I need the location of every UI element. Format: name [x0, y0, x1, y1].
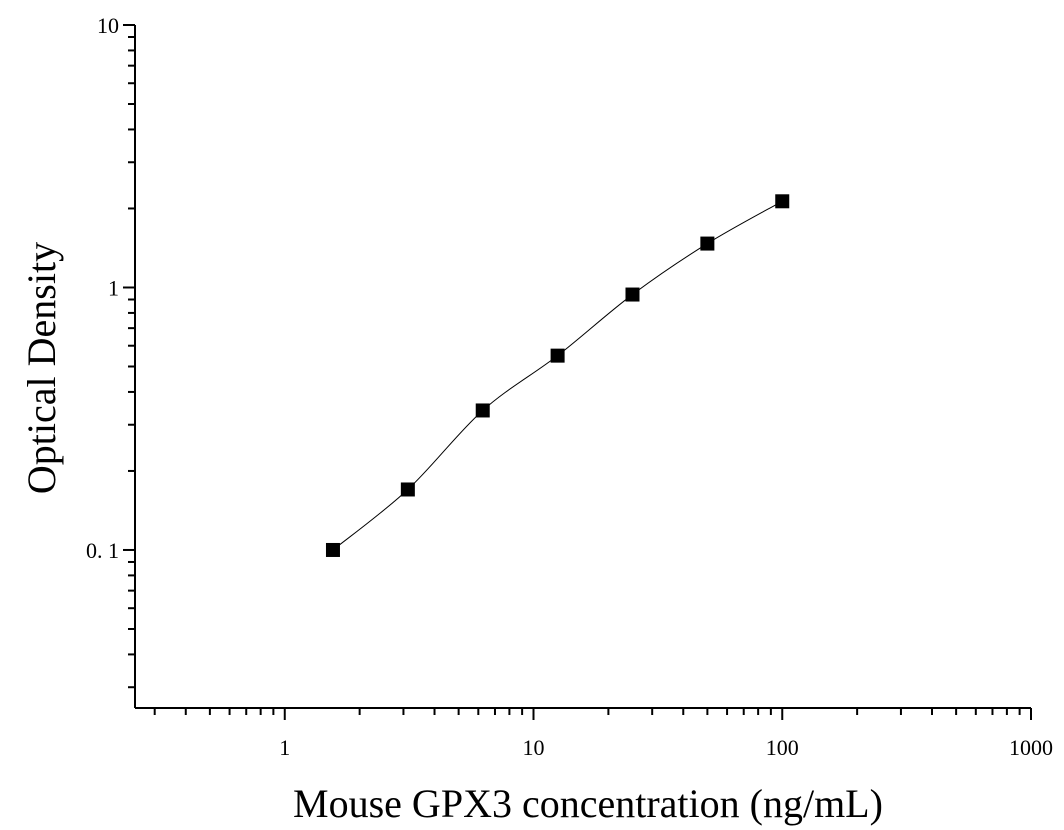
y-tick-label: 10 [97, 13, 119, 38]
y-ticks [123, 24, 135, 689]
y-tick-label: 1 [108, 275, 119, 300]
data-points [325, 194, 790, 557]
data-point [775, 194, 790, 209]
data-point [550, 348, 565, 363]
x-ticks [153, 708, 1032, 720]
data-point [325, 542, 340, 557]
x-axis-title: Mouse GPX3 concentration (ng/mL) [293, 781, 883, 826]
y-axis-title: Optical Density [19, 242, 64, 494]
y-tick-label: 0. 1 [86, 538, 119, 563]
x-tick-label: 1 [279, 735, 290, 760]
data-point [475, 403, 490, 418]
data-point [400, 482, 415, 497]
x-tick-label: 100 [766, 735, 799, 760]
data-point [700, 236, 715, 251]
data-point [625, 287, 640, 302]
y-tick-labels: 0. 1 1 10 [86, 13, 119, 563]
axes [134, 25, 1031, 709]
x-tick-label: 1000 [1009, 735, 1053, 760]
fit-curve [332, 200, 783, 551]
x-tick-label: 10 [523, 735, 545, 760]
x-tick-labels: 1 10 100 1000 [279, 735, 1053, 760]
